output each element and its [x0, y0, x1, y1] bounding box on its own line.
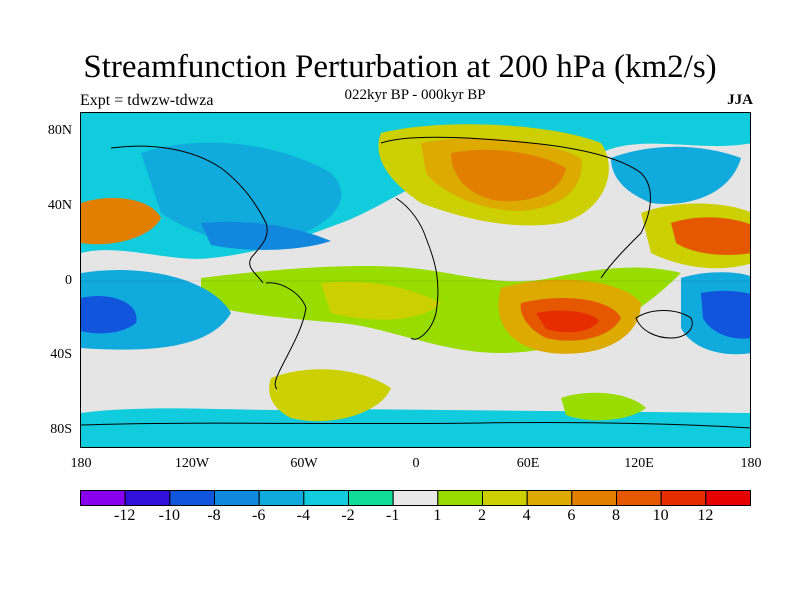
field-west-edge-high	[81, 198, 161, 245]
y-tick-40n: 40N	[47, 198, 72, 213]
colorbar-swatch	[303, 490, 349, 506]
colorbar-label: 10	[652, 507, 669, 524]
colorbar-label: 8	[612, 507, 620, 524]
africa-coast	[395, 197, 439, 340]
eurasia-coast	[380, 136, 651, 279]
north-america-coast	[110, 145, 268, 284]
field-south-polar-band	[81, 408, 750, 447]
x-tick-60e: 60E	[516, 456, 540, 471]
colorbar-swatch	[348, 490, 394, 506]
colorbar-swatch	[571, 490, 617, 506]
field-nw-pacific-low	[611, 146, 741, 204]
colorbar-swatch	[482, 490, 528, 506]
y-tick-40s: 40S	[50, 347, 72, 362]
colorbar-swatch	[258, 490, 305, 506]
field-north-america-low	[141, 142, 342, 244]
y-tick-80n: 80N	[47, 123, 72, 138]
y-tick-80s: 80S	[50, 422, 72, 437]
x-tick-0: 0	[412, 456, 420, 471]
colorbar-swatch	[124, 490, 171, 506]
x-tick-120w: 120W	[174, 456, 210, 471]
colorbar-label: 2	[478, 507, 486, 524]
colorbar-label: -4	[296, 507, 310, 524]
colorbar-label: -8	[207, 507, 221, 524]
streamfunction-map	[81, 113, 750, 447]
plot-subtitle: 022kyr BP - 000kyr BP	[344, 87, 486, 103]
colorbar-swatch	[80, 490, 126, 506]
coastlines	[81, 136, 750, 429]
field-south-pacific-core	[81, 295, 137, 334]
colorbar-swatch	[526, 490, 573, 506]
field-atlantic-high	[321, 281, 441, 320]
colorbar-label: 1	[433, 507, 442, 524]
field-south-atlantic-high	[269, 369, 391, 422]
antarctica-coast	[81, 421, 750, 429]
y-tick-0: 0	[65, 273, 72, 288]
colorbar-swatch	[616, 490, 662, 506]
x-tick-60w: 60W	[290, 456, 318, 471]
experiment-label: Expt = tdwzw-tdwza	[80, 92, 214, 109]
colorbar-swatch	[214, 490, 260, 506]
field-west-pacific-core	[701, 290, 750, 339]
colorbar-swatch	[169, 490, 215, 506]
x-tick-180-west: 180	[70, 456, 92, 471]
x-tick-180-east: 180	[740, 456, 762, 471]
colorbar-label: 12	[697, 507, 714, 524]
colorbar-label: -1	[385, 507, 400, 524]
x-tick-120e: 120E	[624, 456, 654, 471]
field-southern-ocean-high	[561, 392, 646, 421]
field-indian-high-peak	[536, 310, 599, 333]
colorbar-swatch	[660, 490, 707, 506]
map-panel	[80, 112, 751, 448]
colorbar	[80, 490, 751, 506]
colorbar-swatch	[437, 490, 483, 506]
field-pacific-high-core	[671, 217, 750, 255]
colorbar-swatch	[705, 490, 751, 506]
season-label: JJA	[727, 92, 753, 108]
plot-title: Streamfunction Perturbation at 200 hPa (…	[83, 49, 717, 85]
field-eurasia-high-core	[451, 149, 566, 202]
colorbar-label: -10	[158, 507, 180, 524]
colorbar-swatch	[392, 490, 439, 506]
south-america-coast	[265, 282, 307, 390]
colorbar-label: 4	[522, 507, 531, 524]
colorbar-label: -12	[113, 507, 136, 524]
colorbar-label: 6	[567, 507, 576, 524]
colorbar-label: -2	[341, 507, 355, 524]
colorbar-label: -6	[251, 507, 266, 524]
australia-coast	[635, 310, 693, 339]
